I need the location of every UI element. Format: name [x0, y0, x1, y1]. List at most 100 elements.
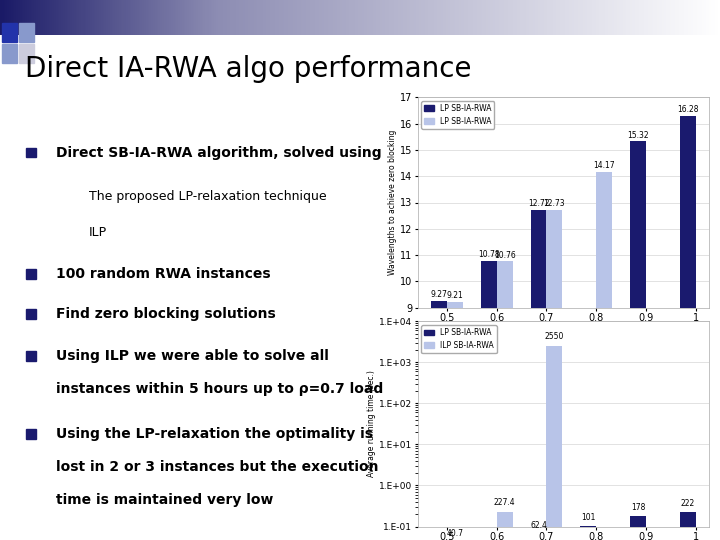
Bar: [252, 0, 253, 35]
Bar: [217, 0, 220, 35]
Bar: [446, 0, 448, 35]
Bar: [711, 0, 713, 35]
Bar: [462, 0, 464, 35]
Bar: [666, 0, 668, 35]
Bar: [45, 0, 47, 35]
Bar: [89, 0, 90, 35]
Bar: [583, 0, 585, 35]
Bar: [716, 0, 719, 35]
Bar: [641, 0, 642, 35]
Bar: [546, 346, 562, 540]
Bar: [713, 0, 714, 35]
Bar: [37, 0, 40, 35]
Bar: [50, 0, 52, 35]
Bar: [680, 116, 696, 308]
Bar: [652, 0, 654, 35]
Bar: [179, 0, 180, 35]
Bar: [265, 0, 266, 35]
Bar: [27, 147, 35, 158]
Bar: [73, 0, 76, 35]
Text: 9.27: 9.27: [431, 290, 447, 299]
Bar: [707, 0, 709, 35]
Text: 227.4: 227.4: [494, 498, 516, 507]
Bar: [7, 0, 9, 35]
Bar: [431, 0, 432, 35]
Bar: [29, 0, 30, 35]
Bar: [36, 0, 37, 35]
Bar: [423, 0, 425, 35]
Bar: [677, 0, 679, 35]
Bar: [92, 0, 94, 35]
Bar: [227, 0, 229, 35]
Bar: [587, 0, 589, 35]
Bar: [690, 0, 691, 35]
Bar: [215, 0, 216, 35]
Bar: [1, 0, 4, 35]
Bar: [32, 0, 35, 35]
Bar: [266, 0, 268, 35]
Bar: [189, 0, 191, 35]
Bar: [396, 0, 397, 35]
Text: 10.78: 10.78: [478, 250, 500, 259]
Bar: [575, 0, 576, 35]
Bar: [626, 0, 628, 35]
Bar: [173, 0, 174, 35]
X-axis label: load: load: [553, 329, 574, 339]
Bar: [546, 0, 547, 35]
Bar: [567, 0, 569, 35]
Bar: [259, 0, 261, 35]
Bar: [577, 0, 580, 35]
Bar: [504, 0, 505, 35]
Bar: [66, 0, 68, 35]
Bar: [68, 0, 71, 35]
Bar: [513, 0, 515, 35]
Bar: [515, 0, 517, 35]
Text: Direct IA-RWA algo performance: Direct IA-RWA algo performance: [25, 55, 472, 83]
Bar: [697, 0, 698, 35]
Bar: [671, 0, 673, 35]
Bar: [407, 0, 409, 35]
Bar: [560, 0, 562, 35]
Bar: [536, 0, 539, 35]
Bar: [481, 261, 497, 308]
Bar: [158, 0, 161, 35]
Bar: [60, 0, 61, 35]
Bar: [236, 0, 238, 35]
Bar: [418, 0, 419, 35]
Bar: [335, 0, 337, 35]
Bar: [143, 0, 144, 35]
Bar: [474, 0, 475, 35]
Bar: [328, 0, 330, 35]
Bar: [340, 0, 342, 35]
Bar: [505, 0, 508, 35]
Bar: [162, 0, 164, 35]
Bar: [643, 0, 644, 35]
Bar: [571, 0, 572, 35]
Bar: [416, 0, 418, 35]
Bar: [320, 0, 323, 35]
Bar: [283, 0, 284, 35]
Bar: [85, 0, 86, 35]
Bar: [373, 0, 374, 35]
Bar: [475, 0, 477, 35]
Bar: [164, 0, 166, 35]
Bar: [176, 0, 179, 35]
Text: 101: 101: [581, 512, 595, 522]
Bar: [135, 0, 137, 35]
Bar: [333, 0, 335, 35]
Bar: [76, 0, 78, 35]
Bar: [148, 0, 150, 35]
Bar: [128, 0, 130, 35]
Bar: [594, 0, 596, 35]
Bar: [251, 0, 252, 35]
Bar: [477, 0, 479, 35]
Bar: [400, 0, 402, 35]
Bar: [317, 0, 319, 35]
Bar: [115, 0, 117, 35]
Bar: [431, 301, 447, 308]
Bar: [544, 0, 546, 35]
Bar: [216, 0, 218, 35]
Text: 9.21: 9.21: [446, 292, 463, 300]
Bar: [338, 0, 340, 35]
Bar: [186, 0, 187, 35]
